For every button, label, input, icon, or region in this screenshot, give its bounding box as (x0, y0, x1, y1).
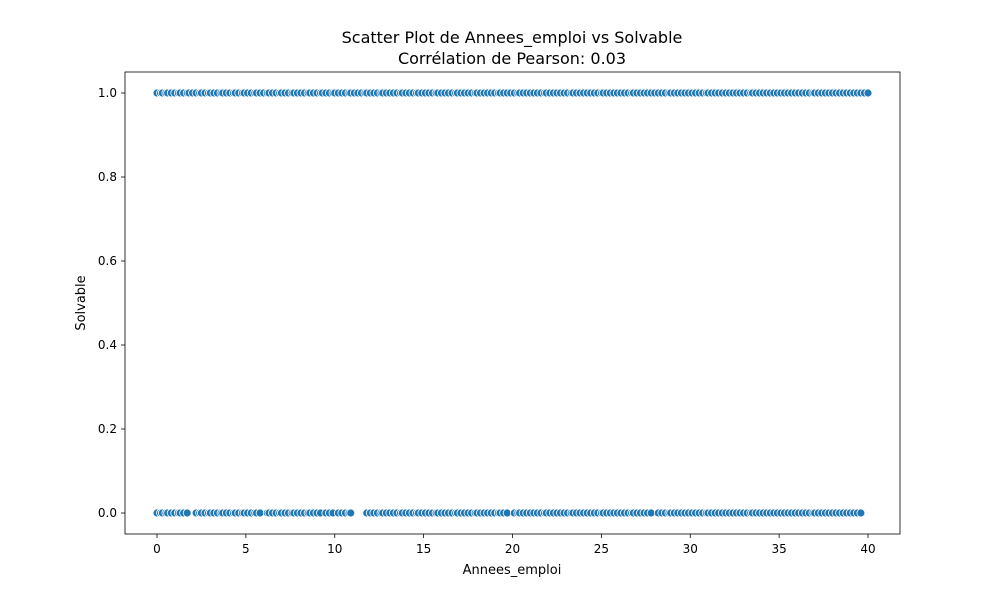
chart-subtitle: Corrélation de Pearson: 0.03 (398, 49, 626, 68)
x-tick-label: 40 (860, 542, 875, 556)
x-axis-ticks: 0 5 10 15 20 25 30 35 40 (153, 534, 876, 556)
y-tick-label: 0.0 (98, 506, 117, 520)
y-tick-label: 0.4 (98, 338, 117, 352)
x-tick-label: 15 (416, 542, 431, 556)
chart-title: Scatter Plot de Annees_emploi vs Solvabl… (342, 28, 683, 48)
x-tick-label: 30 (683, 542, 698, 556)
data-point (346, 508, 356, 518)
data-point (182, 508, 192, 518)
x-tick-label: 5 (242, 542, 250, 556)
y-tick-label: 0.6 (98, 254, 117, 268)
y-axis-label: Solvable (74, 275, 89, 330)
x-tick-label: 0 (153, 542, 161, 556)
y-tick-label: 1.0 (98, 86, 117, 100)
x-tick-label: 25 (594, 542, 609, 556)
y-tick-label: 0.2 (98, 422, 117, 436)
x-tick-label: 20 (505, 542, 520, 556)
x-tick-label: 10 (327, 542, 342, 556)
y-tick-label: 0.8 (98, 170, 117, 184)
x-axis-label: Annees_emploi (463, 563, 562, 578)
data-point (863, 88, 873, 98)
x-tick-label: 35 (771, 542, 786, 556)
y-axis-ticks: 0.0 0.2 0.4 0.6 0.8 1.0 (98, 86, 125, 520)
points-layer (152, 88, 873, 518)
data-point (856, 508, 866, 518)
